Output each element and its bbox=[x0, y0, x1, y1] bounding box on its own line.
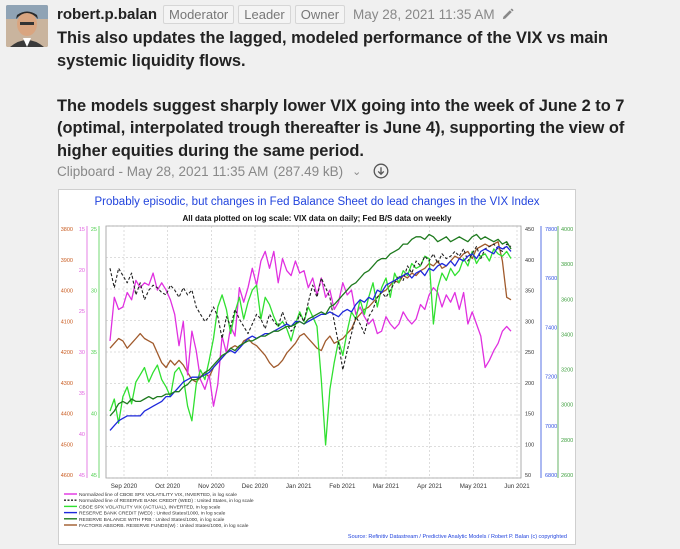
axis-tick-left-vix-actual: 40 bbox=[91, 412, 97, 418]
axis-tick-right-rbc: 100 bbox=[525, 442, 534, 448]
axis-tick-right-frb: 7200 bbox=[545, 375, 557, 381]
axis-tick-right-frb: 7000 bbox=[545, 424, 557, 430]
chart-source: Source: Refinitiv Datastream / Predictiv… bbox=[348, 534, 567, 540]
axis-tick-right-factors: 4000 bbox=[561, 227, 573, 233]
series-line-4 bbox=[109, 233, 512, 417]
chart-image[interactable]: Probably episodic, but changes in Fed Ba… bbox=[58, 189, 576, 545]
attachment-label[interactable]: Clipboard - May 28, 2021 11:35 AM bbox=[57, 163, 269, 179]
axis-tick-left-spx: 4500 bbox=[61, 442, 73, 448]
avatar[interactable] bbox=[6, 5, 48, 47]
x-tick-label: Nov 2020 bbox=[198, 483, 225, 490]
badge-moderator: Moderator bbox=[163, 4, 235, 24]
x-tick-label: Apr 2021 bbox=[417, 483, 443, 490]
axis-tick-left-spx: 4200 bbox=[61, 350, 73, 356]
axis-tick-right-factors: 3200 bbox=[561, 368, 573, 374]
axis-tick-left-spx: 3900 bbox=[61, 258, 73, 264]
post-paragraph: This also updates the lagged, modeled pe… bbox=[57, 29, 609, 70]
axis-tick-left-vix-model: 20 bbox=[79, 268, 85, 274]
axis-tick-right-factors: 3400 bbox=[561, 332, 573, 338]
vix-liquidity-chart: Probably episodic, but changes in Fed Ba… bbox=[61, 196, 574, 540]
post-timestamp[interactable]: May 28, 2021 11:35 AM bbox=[353, 6, 495, 22]
axis-tick-right-frb: 6800 bbox=[545, 473, 557, 479]
axis-tick-left-vix-model: 35 bbox=[79, 391, 85, 397]
axis-tick-right-frb: 7800 bbox=[545, 227, 557, 233]
axis-tick-left-vix-actual: 45 bbox=[91, 473, 97, 479]
attachment-bar: Clipboard - May 28, 2021 11:35 AM (287.4… bbox=[57, 163, 389, 179]
x-tick-label: Sep 2020 bbox=[111, 483, 138, 490]
axis-tick-left-spx: 4100 bbox=[61, 319, 73, 325]
axis-tick-right-frb: 7400 bbox=[545, 325, 557, 331]
badge-leader: Leader bbox=[238, 4, 291, 24]
x-tick-label: Jan 2021 bbox=[286, 483, 312, 490]
axis-tick-left-vix-model: 45 bbox=[79, 473, 85, 479]
axis-tick-right-rbc: 350 bbox=[525, 289, 534, 295]
legend-label: CBOE SPX VOLATILITY VIX (ACTUAL), INVERT… bbox=[79, 504, 221, 510]
axis-tick-left-vix-model: 25 bbox=[79, 309, 85, 315]
x-tick-label: Dec 2020 bbox=[242, 483, 269, 490]
username-link[interactable]: robert.p.balan bbox=[57, 5, 158, 23]
x-tick-label: May 2021 bbox=[460, 483, 488, 490]
download-icon[interactable] bbox=[373, 163, 389, 179]
axis-tick-right-factors: 2800 bbox=[561, 438, 573, 444]
chart-subtitle: All data plotted on log scale: VIX data … bbox=[183, 214, 452, 223]
series-line-2 bbox=[109, 248, 512, 446]
post-paragraph: The models suggest sharply lower VIX goi… bbox=[57, 96, 625, 160]
axis-tick-left-vix-model: 15 bbox=[79, 227, 85, 233]
axis-tick-left-spx: 4000 bbox=[61, 289, 73, 295]
badge-owner: Owner bbox=[294, 4, 346, 24]
axis-tick-right-factors: 3000 bbox=[561, 403, 573, 409]
x-tick-label: Jun 2021 bbox=[504, 483, 530, 490]
axis-tick-right-rbc: 150 bbox=[525, 412, 534, 418]
legend-label: RESERVE BANK CREDIT (WED) : United State… bbox=[79, 511, 226, 517]
axis-tick-left-spx: 4400 bbox=[61, 412, 73, 418]
series-line-0 bbox=[109, 250, 512, 407]
axis-tick-right-factors: 2600 bbox=[561, 473, 573, 479]
axis-tick-right-factors: 3800 bbox=[561, 262, 573, 268]
axis-tick-left-spx: 4300 bbox=[61, 381, 73, 387]
attachment-size: (287.49 kB) bbox=[273, 163, 344, 179]
legend-label: Normalized line of CBOE SPX VOLATILITY V… bbox=[79, 492, 237, 498]
pencil-icon[interactable] bbox=[501, 8, 514, 21]
axis-tick-left-vix-actual: 25 bbox=[91, 227, 97, 233]
axis-tick-left-vix-actual: 35 bbox=[91, 350, 97, 356]
legend-label: Normalized line of RESERVE BANK CREDIT (… bbox=[79, 498, 254, 504]
axis-tick-right-rbc: 450 bbox=[525, 227, 534, 233]
series-line-1 bbox=[109, 243, 512, 371]
axis-tick-right-rbc: 250 bbox=[525, 350, 534, 356]
axis-tick-left-vix-model: 30 bbox=[79, 350, 85, 356]
series-line-3 bbox=[109, 245, 512, 431]
axis-tick-right-rbc: 300 bbox=[525, 319, 534, 325]
x-tick-label: Oct 2020 bbox=[155, 483, 181, 490]
axis-tick-left-spx: 3800 bbox=[61, 227, 73, 233]
chart-title: Probably episodic, but changes in Fed Ba… bbox=[95, 196, 540, 208]
axis-tick-right-factors: 3600 bbox=[561, 297, 573, 303]
legend-label: RESERVE BALANCE WITH FRB : United States… bbox=[79, 517, 225, 523]
axis-tick-left-vix-model: 40 bbox=[79, 432, 85, 438]
series-line-5 bbox=[109, 241, 512, 383]
axis-tick-right-rbc: 200 bbox=[525, 381, 534, 387]
chevron-down-icon[interactable]: ⌄ bbox=[352, 165, 362, 178]
post-body: This also updates the lagged, modeled pe… bbox=[57, 27, 672, 162]
post-header: robert.p.balan Moderator Leader Owner Ma… bbox=[57, 4, 514, 24]
x-tick-label: Mar 2021 bbox=[373, 483, 400, 490]
x-tick-label: Feb 2021 bbox=[329, 483, 356, 490]
legend-label: FACTORS ABSORB. RESERVE FUNDS(W) : Unite… bbox=[79, 523, 249, 529]
axis-tick-right-rbc: 50 bbox=[525, 473, 531, 479]
axis-tick-left-spx: 4600 bbox=[61, 473, 73, 479]
axis-tick-right-rbc: 400 bbox=[525, 258, 534, 264]
axis-tick-right-frb: 7600 bbox=[545, 276, 557, 282]
axis-tick-left-vix-actual: 30 bbox=[91, 289, 97, 295]
